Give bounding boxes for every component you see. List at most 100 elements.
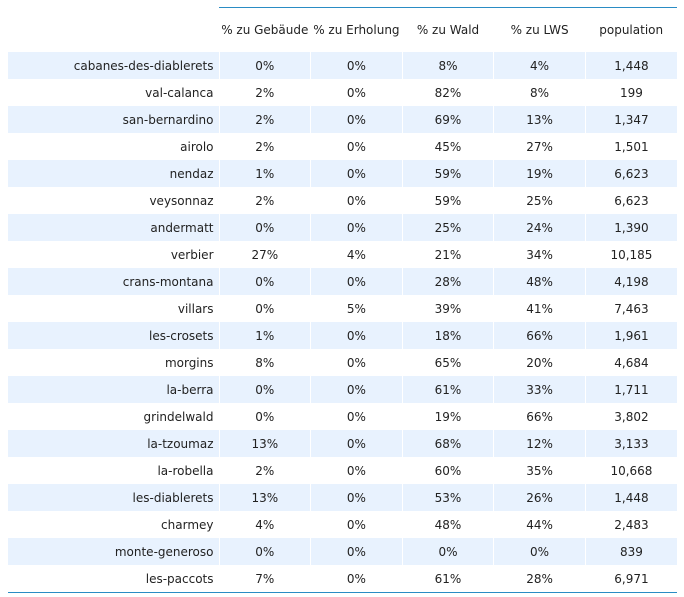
cell-wald: 60%: [401, 457, 494, 484]
cell-gebaeude: 8%: [218, 349, 311, 376]
cell-gebaeude: 2%: [218, 457, 311, 484]
row-label: val-calanca: [145, 85, 214, 100]
cell-erholung: 0%: [310, 565, 403, 593]
cell-lws: 19%: [493, 160, 586, 187]
data-table: % zu Gebäude % zu Erholung % zu Wald % z…: [8, 7, 677, 593]
table-row: les-crosets 1% 0% 18% 66% 1,961: [8, 322, 677, 349]
cell-population: 6,623: [584, 160, 677, 187]
cell-erholung: 0%: [310, 133, 403, 160]
cell-wald: 18%: [401, 322, 494, 349]
cell-gebaeude: 0%: [218, 295, 311, 322]
cell-lws: 44%: [493, 511, 586, 538]
cell-lws: 8%: [493, 79, 586, 106]
table-row: les-paccots 7% 0% 61% 28% 6,971: [8, 565, 677, 593]
table-header: % zu Gebäude % zu Erholung % zu Wald % z…: [8, 7, 677, 52]
cell-lws: 4%: [493, 52, 586, 79]
row-label: verbier: [170, 247, 214, 262]
cell-erholung: 0%: [310, 457, 403, 484]
cell-population: 4,684: [584, 349, 677, 376]
row-label: la-berra: [8, 376, 219, 403]
cell-population: 1,448: [584, 484, 677, 511]
cell-wald: 19%: [401, 403, 494, 430]
cell-lws: 66%: [493, 322, 586, 349]
table-body: cabanes-des-diablerets 0% 0% 8% 4% 1,448 val-c…: [8, 52, 677, 593]
row-label: airolo: [180, 139, 214, 154]
cell-population: 3,133: [584, 430, 677, 457]
cell-population: 1,390: [584, 214, 677, 241]
cell-population: 1,448: [584, 52, 677, 79]
cell-erholung: 0%: [310, 268, 403, 295]
cell-lws: 13%: [493, 106, 586, 133]
row-label: grindelwald: [143, 409, 214, 424]
cell-wald: 28%: [401, 268, 494, 295]
cell-lws: 33%: [493, 376, 586, 403]
cell-lws: 12%: [493, 430, 586, 457]
cell-erholung: 0%: [310, 538, 403, 565]
cell-population: 6,971: [584, 565, 677, 593]
cell-lws: 26%: [493, 484, 586, 511]
table-row: la-tzoumaz 13% 0% 68% 12% 3,133: [8, 430, 677, 457]
table-row: san-bernardino 2% 0% 69% 13% 1,347: [8, 106, 677, 133]
cell-wald: 61%: [401, 376, 494, 403]
column-header-gebaeude: % zu Gebäude: [219, 7, 311, 52]
cell-population: 4,198: [584, 268, 677, 295]
cell-lws: 34%: [493, 241, 586, 268]
cell-population: 10,185: [584, 241, 677, 268]
row-label: monte-generoso: [8, 538, 219, 565]
cell-erholung: 0%: [310, 403, 403, 430]
cell-erholung: 0%: [310, 79, 403, 106]
row-label: villars: [177, 301, 214, 316]
cell-population: 839: [584, 538, 677, 565]
cell-gebaeude: 4%: [218, 511, 311, 538]
cell-lws: 66%: [493, 403, 586, 430]
cell-erholung: 0%: [310, 214, 403, 241]
cell-wald: 39%: [401, 295, 494, 322]
cell-lws: 20%: [493, 349, 586, 376]
cell-gebaeude: 0%: [218, 214, 311, 241]
cell-wald: 69%: [401, 106, 494, 133]
cell-lws: 28%: [493, 565, 586, 593]
cell-gebaeude: 0%: [218, 376, 311, 403]
cell-erholung: 0%: [310, 52, 403, 79]
cell-lws: 35%: [493, 457, 586, 484]
cell-gebaeude: 1%: [218, 322, 311, 349]
cell-wald: 8%: [401, 52, 494, 79]
cell-gebaeude: 2%: [218, 133, 311, 160]
cell-wald: 68%: [401, 430, 494, 457]
column-header-lws: % zu LWS: [493, 7, 586, 52]
cell-gebaeude: 0%: [218, 52, 311, 79]
row-label: la-robella: [157, 463, 214, 478]
cell-population: 2,483: [584, 511, 677, 538]
cell-population: 3,802: [584, 403, 677, 430]
table-row: grindelwald 0% 0% 19% 66% 3,802: [8, 403, 677, 430]
table-row: veysonnaz 2% 0% 59% 25% 6,623: [8, 187, 677, 214]
cell-wald: 59%: [401, 187, 494, 214]
cell-population: 1,711: [584, 376, 677, 403]
cell-population: 7,463: [584, 295, 677, 322]
table-row: la-berra 0% 0% 61% 33% 1,711: [8, 376, 677, 403]
cell-gebaeude: 27%: [218, 241, 311, 268]
cell-wald: 53%: [401, 484, 494, 511]
cell-gebaeude: 7%: [218, 565, 311, 593]
table-row: morgins 8% 0% 65% 20% 4,684: [8, 349, 677, 376]
cell-gebaeude: 2%: [218, 187, 311, 214]
cell-lws: 25%: [493, 187, 586, 214]
cell-gebaeude: 0%: [218, 268, 311, 295]
table-row: charmey 4% 0% 48% 44% 2,483: [8, 511, 677, 538]
cell-gebaeude: 2%: [218, 106, 311, 133]
row-label: les-crosets: [8, 322, 219, 349]
column-header-erholung: % zu Erholung: [310, 7, 403, 52]
cell-population: 6,623: [584, 187, 677, 214]
cell-erholung: 0%: [310, 484, 403, 511]
row-label: les-paccots: [8, 565, 219, 593]
row-label: nendaz: [8, 160, 219, 187]
cell-erholung: 0%: [310, 349, 403, 376]
cell-erholung: 0%: [310, 322, 403, 349]
cell-lws: 27%: [493, 133, 586, 160]
table-container: % zu Gebäude % zu Erholung % zu Wald % z…: [8, 7, 677, 593]
cell-lws: 41%: [493, 295, 586, 322]
row-label: cabanes-des-diablerets: [8, 52, 219, 79]
cell-erholung: 0%: [310, 430, 403, 457]
cell-erholung: 5%: [310, 295, 403, 322]
row-label: crans-montana: [8, 268, 219, 295]
